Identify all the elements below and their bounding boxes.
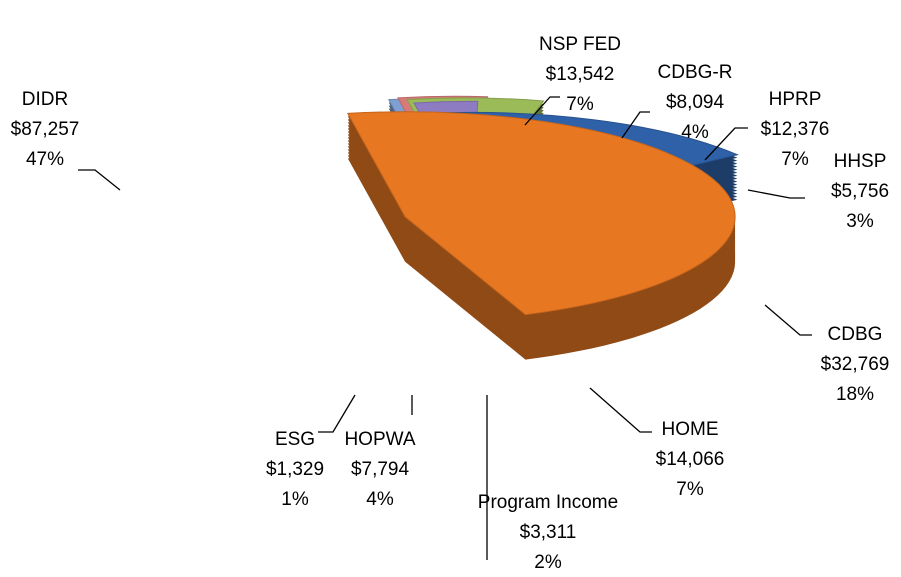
slice-label: ESG xyxy=(275,429,315,450)
value-label: $14,066 xyxy=(656,449,725,470)
value-label: $12,376 xyxy=(761,119,830,140)
slice-label: Program Income xyxy=(478,492,618,513)
slice-label: HOPWA xyxy=(344,429,415,450)
leader-line xyxy=(78,169,121,191)
value-label: $13,542 xyxy=(546,64,615,85)
percent-label: 7% xyxy=(781,149,809,170)
slice-label: DIDR xyxy=(22,89,68,110)
value-label: $3,311 xyxy=(520,522,577,543)
percent-label: 18% xyxy=(836,384,874,405)
leader-line xyxy=(621,111,650,139)
slice-label: CDBG xyxy=(828,324,883,345)
percent-label: 4% xyxy=(366,489,394,510)
slice xyxy=(346,111,736,316)
leader-line xyxy=(764,304,812,336)
percent-label: 4% xyxy=(681,122,709,143)
slice-label: HHSP xyxy=(834,151,887,172)
leader-line xyxy=(318,394,356,433)
slice-label: CDBG-R xyxy=(658,62,733,83)
slice-label: HPRP xyxy=(769,89,822,110)
percent-label: 7% xyxy=(676,479,704,500)
percent-label: 3% xyxy=(846,211,874,232)
slice-label: NSP FED xyxy=(539,34,621,55)
leader-line xyxy=(589,387,652,433)
percent-label: 7% xyxy=(566,94,594,115)
value-label: $8,094 xyxy=(666,92,725,113)
value-label: $5,756 xyxy=(831,181,889,202)
percent-label: 1% xyxy=(281,489,309,510)
leader-line xyxy=(704,127,748,161)
leader-line xyxy=(747,189,805,199)
leader-line xyxy=(524,96,560,126)
percent-label: 47% xyxy=(26,149,64,170)
value-label: $7,794 xyxy=(351,459,410,480)
slice-label: HOME xyxy=(662,419,719,440)
percent-label: 2% xyxy=(534,552,562,573)
value-label: $1,329 xyxy=(266,459,324,480)
value-label: $87,257 xyxy=(11,119,80,140)
value-label: $32,769 xyxy=(821,354,890,375)
